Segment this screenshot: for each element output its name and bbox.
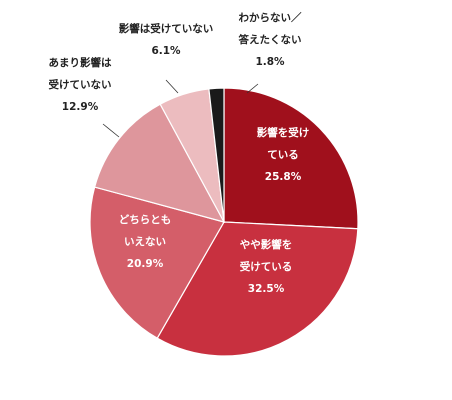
- leader-lines: [102, 79, 259, 138]
- slice-label-line: いえない: [124, 236, 166, 248]
- pie-slice-1: [223, 87, 359, 230]
- slice-value-text: 12.9%: [62, 101, 99, 113]
- slice-label-line: ている: [267, 149, 299, 161]
- slice-value-text: 25.8%: [265, 171, 302, 183]
- slice-value-text: 20.9%: [127, 258, 164, 270]
- slice-label-line: わからない／: [239, 11, 302, 24]
- slice-label-3: どちらともいえない 20.9%: [119, 213, 172, 270]
- pie-slice-3: [89, 186, 225, 340]
- slice-label-line: 影響を受け: [257, 126, 310, 139]
- slice-label-2: やや影響を受けている 32.5%: [240, 238, 293, 295]
- leader-line-6: [246, 83, 259, 94]
- slice-label-6: わからない／ 答えたくない 1.8%: [238, 11, 302, 68]
- slice-labels: 影響を受けている 25.8% やや影響を受けている 32.5% どちらともいえない 20.…: [49, 11, 310, 295]
- pie-slices: [89, 87, 359, 357]
- leader-line-5: [165, 79, 179, 94]
- pie-slice-6: [208, 87, 225, 223]
- pie-slice-2: [156, 221, 359, 357]
- slice-label-line: やや影響を: [240, 238, 293, 251]
- pie-slice-4: [93, 103, 226, 223]
- slice-label-line: どちらとも: [119, 213, 172, 226]
- slice-label-line: あまり影響は: [49, 56, 112, 69]
- slice-label-line: 受けている: [240, 260, 293, 273]
- leader-line-4: [102, 123, 120, 138]
- slice-label-line: 答えたくない: [238, 33, 302, 46]
- slice-label-4: あまり影響は受けていない 12.9%: [49, 56, 112, 113]
- slice-value-text: 6.1%: [151, 45, 181, 57]
- slice-value-text: 1.8%: [255, 56, 285, 68]
- slice-label-5: 影響は受けていない 6.1%: [119, 22, 214, 57]
- slice-label-line: 受けていない: [49, 78, 112, 91]
- slice-label-1: 影響を受けている 25.8%: [257, 126, 310, 183]
- slice-label-line: 影響は受けていない: [119, 22, 214, 35]
- slice-value-text: 32.5%: [248, 283, 285, 295]
